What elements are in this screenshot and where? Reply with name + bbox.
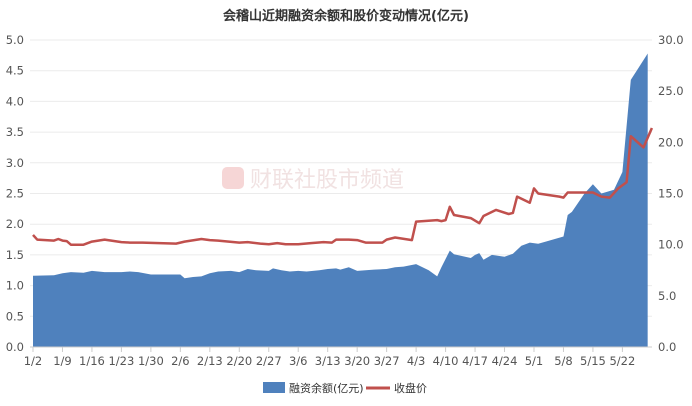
y-left-tick-label: 3.0 <box>6 156 24 170</box>
y-left-tick-label: 3.5 <box>6 125 24 139</box>
x-tick-label: 3/6 <box>289 354 308 368</box>
x-tick-label: 5/15 <box>580 354 606 368</box>
y-left-tick-label: 4.5 <box>6 64 24 78</box>
x-tick-label: 2/13 <box>197 354 223 368</box>
x-tick-label: 2/27 <box>256 354 282 368</box>
x-tick-label: 1/23 <box>108 354 134 368</box>
legend-label-price[interactable]: 收盘价 <box>394 381 427 395</box>
x-tick-label: 4/10 <box>433 354 459 368</box>
watermark-logo: 财联社股市频道 <box>222 167 404 193</box>
margin-balance-area <box>33 53 648 347</box>
x-tick-label: 3/13 <box>315 354 341 368</box>
x-tick-label: 2/20 <box>226 354 252 368</box>
y-left-tick-label: 0.0 <box>6 340 24 354</box>
y-right-tick-label: 10.0 <box>658 238 684 252</box>
y-right-tick-label: 0.0 <box>658 340 676 354</box>
x-tick-label: 1/9 <box>53 354 72 368</box>
x-tick-label: 1/30 <box>138 354 164 368</box>
x-tick-label: 4/3 <box>407 354 426 368</box>
y-left-tick-label: 0.5 <box>6 309 24 323</box>
axes: 0.0 0.5 1.0 1.5 2.0 2.5 3.0 3.5 4.0 4.5 5.0 0.0 5.0 1… <box>6 33 684 368</box>
x-tick-label: 4/17 <box>462 354 488 368</box>
x-tick-label: 5/1 <box>525 354 544 368</box>
watermark-icon <box>222 167 244 189</box>
y-right-tick-label: 30.0 <box>658 33 684 47</box>
y-left-tick-label: 5.0 <box>6 33 24 47</box>
chart-title: 会稽山近期融资余额和股价变动情况(亿元) <box>223 8 469 24</box>
legend: 融资余额(亿元) 收盘价 <box>263 381 427 395</box>
x-tick-label: 4/24 <box>492 354 518 368</box>
y-right-tick-label: 5.0 <box>658 289 676 303</box>
y-right-tick-label: 15.0 <box>658 187 684 201</box>
close-price-line <box>32 127 654 246</box>
x-tick-label: 2/6 <box>171 354 190 368</box>
y-left-tick-label: 1.0 <box>6 279 24 293</box>
x-tick-label: 3/27 <box>374 354 400 368</box>
x-tick-label: 5/22 <box>609 354 635 368</box>
x-tick-label: 1/2 <box>24 354 43 368</box>
y-left-tick-label: 2.0 <box>6 217 24 231</box>
series-layer <box>32 53 654 347</box>
y-left-tick-label: 2.5 <box>6 187 24 201</box>
y-left-tick-label: 1.5 <box>6 248 24 262</box>
y-right-tick-label: 25.0 <box>658 84 684 98</box>
x-tick-label: 5/8 <box>554 354 573 368</box>
y-right-tick-label: 20.0 <box>658 135 684 149</box>
watermark-text: 财联社股市频道 <box>250 168 404 193</box>
x-tick-label: 3/20 <box>344 354 370 368</box>
x-tick-label: 1/16 <box>79 354 105 368</box>
legend-label-margin[interactable]: 融资余额(亿元) <box>289 381 364 395</box>
legend-swatch-margin <box>263 382 285 393</box>
y-left-tick-label: 4.0 <box>6 94 24 108</box>
